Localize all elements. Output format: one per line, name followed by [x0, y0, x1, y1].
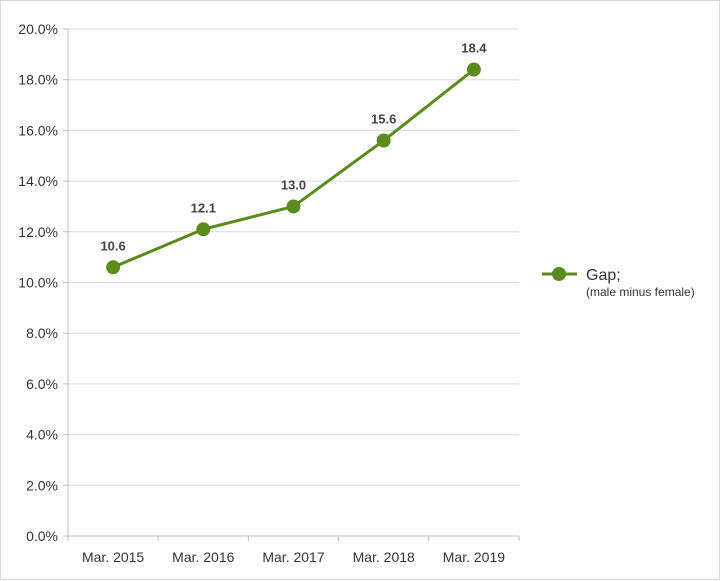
data-labels: 10.6 12.1 13.0 15.6 18.4 [100, 41, 487, 254]
data-point [376, 133, 391, 148]
data-label: 15.6 [371, 112, 396, 127]
legend: Gap; (male minus female) [542, 267, 695, 299]
y-tick-label: 16.0% [18, 122, 58, 138]
gridlines [68, 28, 519, 486]
y-tick-label: 18.0% [18, 72, 58, 88]
data-label: 12.1 [191, 200, 216, 215]
data-point [286, 199, 301, 214]
y-tick-label: 14.0% [18, 173, 58, 189]
x-tick-label: Mar. 2016 [172, 549, 234, 565]
x-tick-label: Mar. 2018 [353, 549, 415, 565]
data-label: 10.6 [100, 238, 125, 253]
data-label: 18.4 [461, 41, 487, 56]
y-axis-ticks: 0.0% 2.0% 4.0% 6.0% 8.0% 10.0% 12.0% 14.0% 16.0%… [18, 21, 58, 544]
y-tick-label: 8.0% [26, 325, 58, 341]
y-tick-label: 20.0% [18, 21, 58, 37]
y-tick-label: 6.0% [26, 376, 58, 392]
data-point [106, 260, 121, 275]
data-label: 13.0 [281, 177, 306, 192]
y-tick-label: 2.0% [26, 477, 58, 493]
data-point [466, 62, 481, 77]
legend-swatch-marker [552, 267, 566, 281]
x-axis-ticks: Mar. 2015 Mar. 2016 Mar. 2017 Mar. 2018 Mar.… [82, 549, 505, 565]
data-point [196, 222, 211, 237]
series-line [112, 68, 475, 269]
y-tick-label: 10.0% [18, 275, 58, 291]
y-tick-label: 12.0% [18, 224, 58, 240]
legend-label: Gap; [586, 267, 621, 284]
x-tick-label: Mar. 2019 [443, 549, 505, 565]
x-tick-label: Mar. 2017 [262, 549, 324, 565]
y-tick-label: 4.0% [26, 427, 58, 443]
axes [63, 28, 520, 541]
y-tick-label: 0.0% [26, 528, 58, 544]
x-tick-label: Mar. 2015 [82, 549, 144, 565]
legend-sublabel: (male minus female) [586, 285, 695, 299]
series-gap [106, 62, 481, 275]
